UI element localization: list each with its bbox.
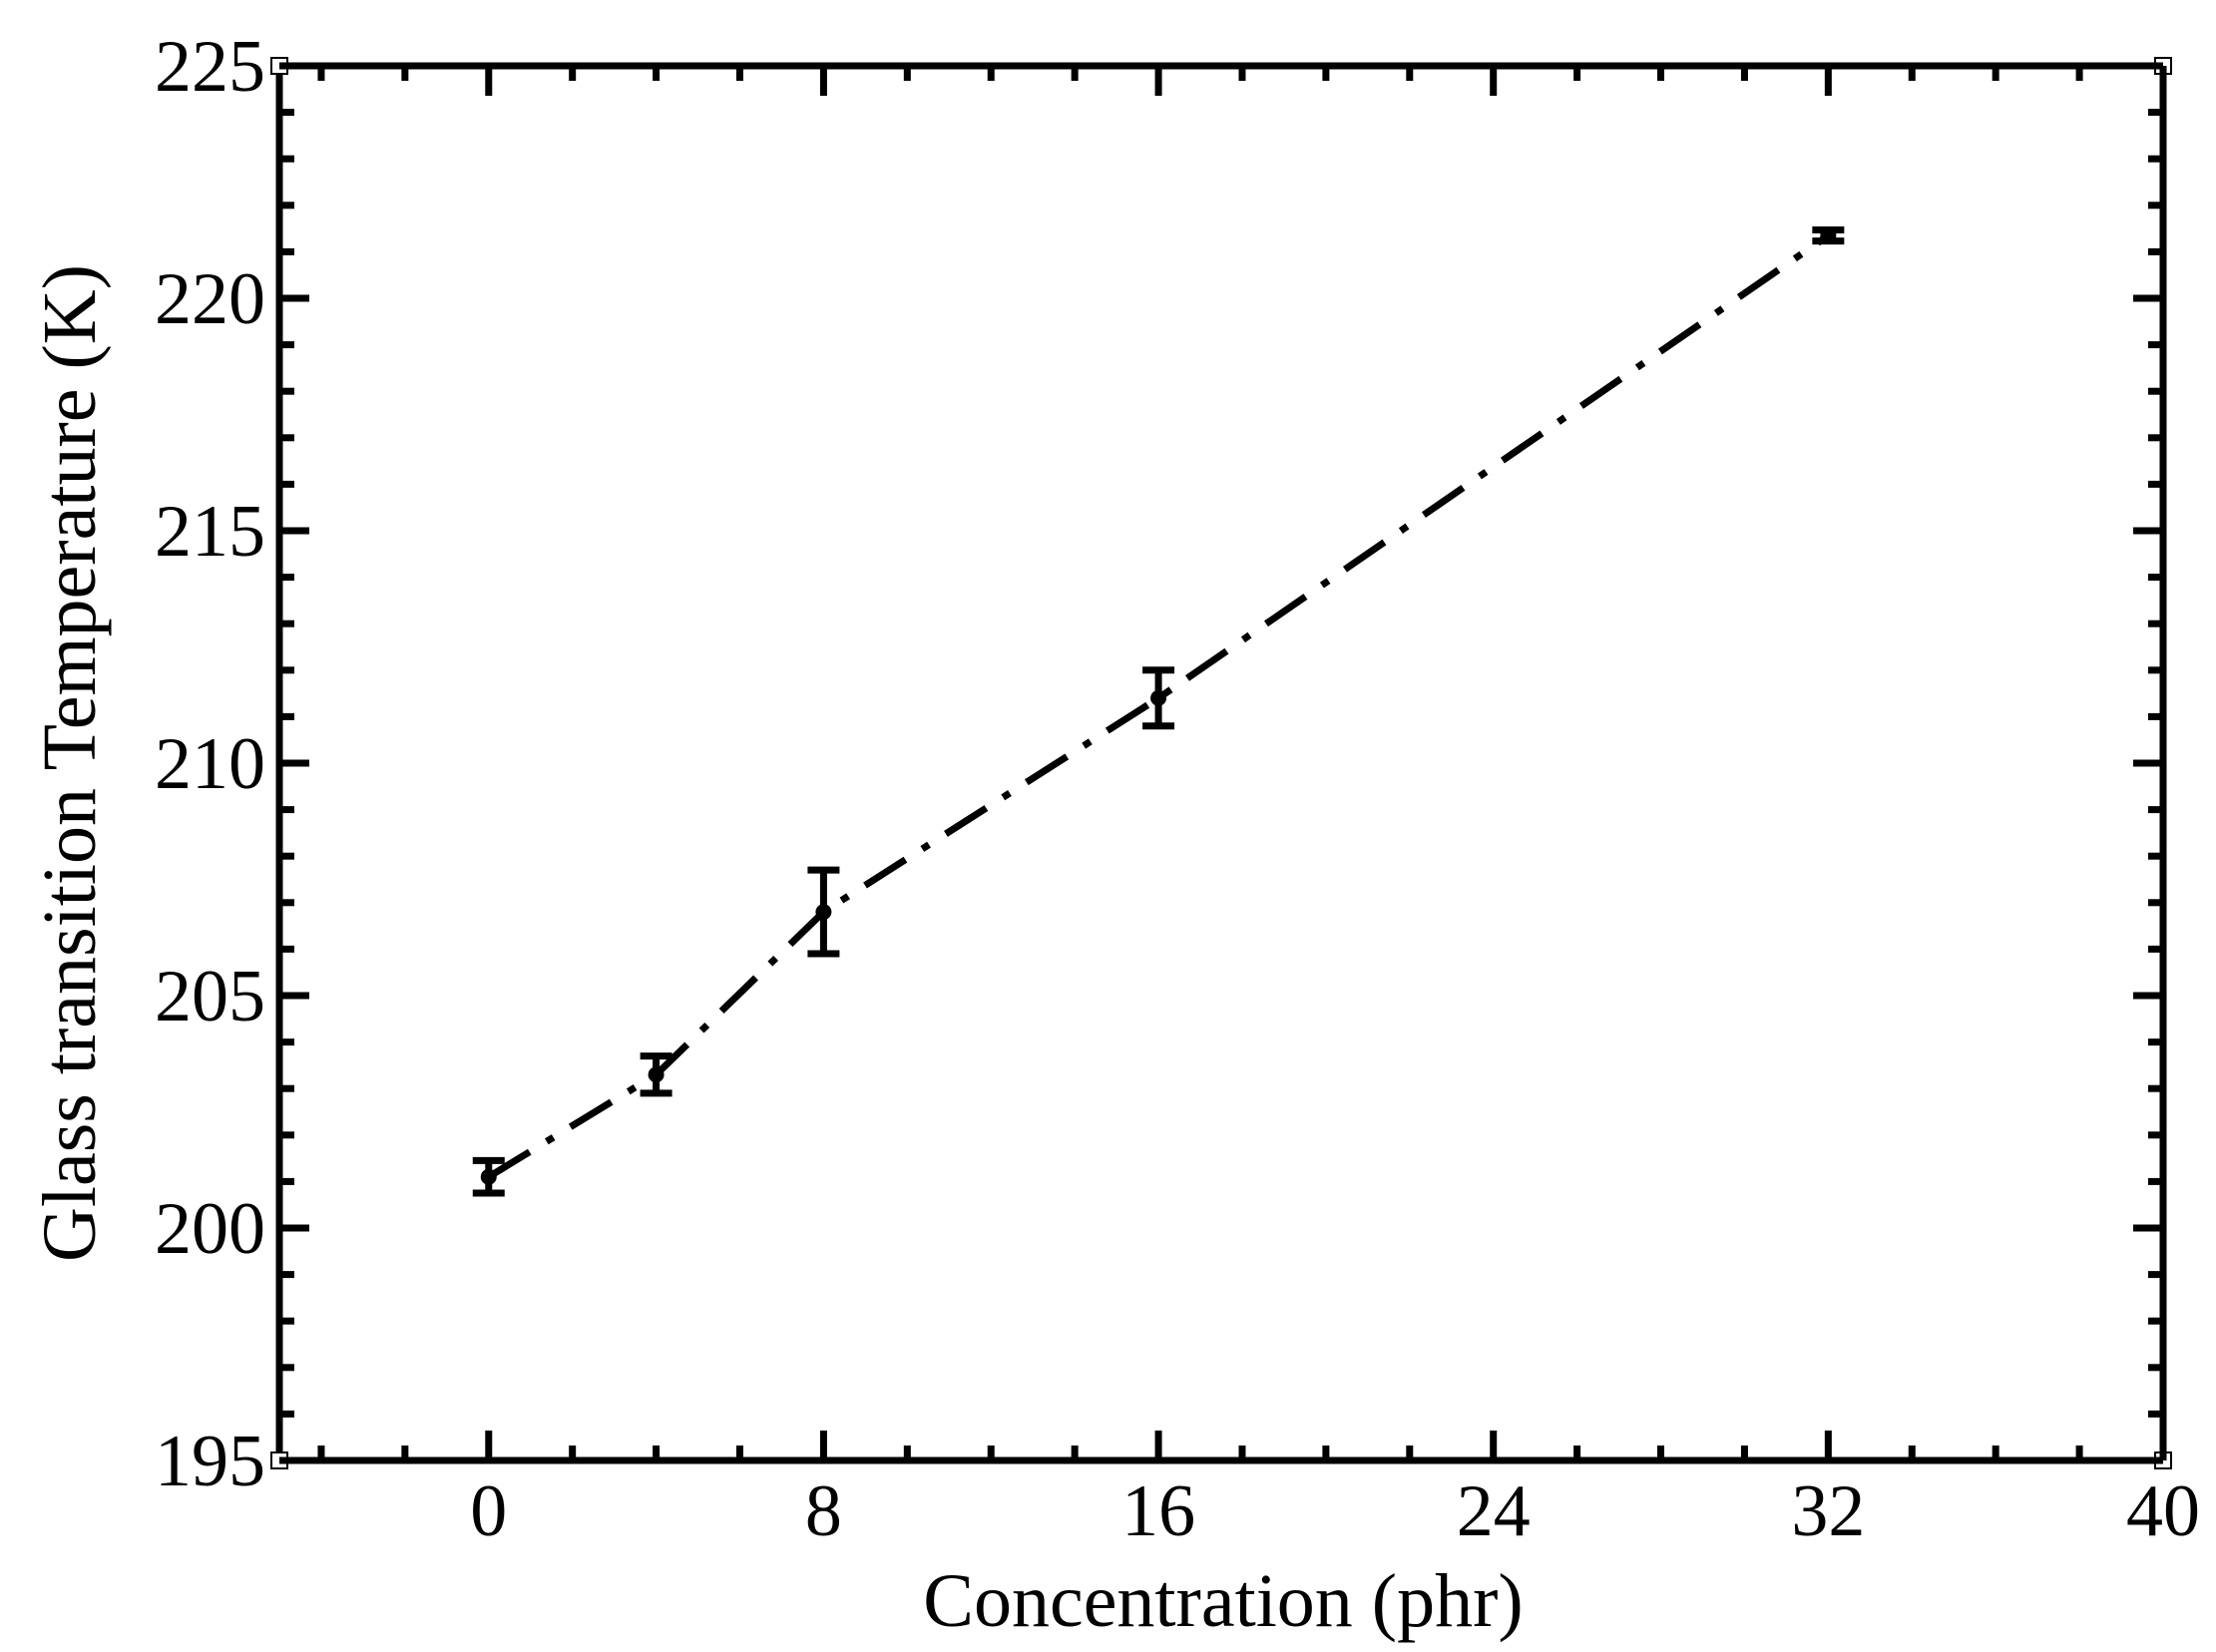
y-tick-label: 195	[155, 1421, 265, 1502]
data-point	[480, 1168, 497, 1185]
y-tick-label: 215	[155, 491, 265, 573]
x-tick-label: 40	[2126, 1470, 2200, 1552]
x-tick-label: 24	[1457, 1470, 1531, 1552]
x-tick-label: 0	[470, 1470, 507, 1552]
x-axis-title: Concentration (phr)	[923, 1559, 1523, 1643]
y-axis-title: Glass transition Temperature (K)	[28, 264, 112, 1262]
data-point	[1150, 689, 1167, 706]
data-point	[1820, 227, 1837, 244]
ticks-layer	[279, 62, 2167, 1464]
y-tick-label: 210	[155, 723, 265, 805]
y-tick-label: 205	[155, 956, 265, 1037]
y-tick-label: 220	[155, 258, 265, 340]
data-layer	[472, 225, 1845, 1197]
axes-layer	[270, 57, 2172, 1469]
x-tick-label: 16	[1121, 1470, 1195, 1552]
y-tick-label: 200	[155, 1188, 265, 1270]
labels-layer: 0 8 16 24 32 40 195 200 205 210 215 220 225	[155, 26, 2200, 1552]
data-point	[815, 904, 832, 921]
data-point	[648, 1066, 665, 1083]
x-tick-label: 32	[1791, 1470, 1865, 1552]
plot-frame	[275, 62, 2167, 1464]
x-tick-label: 8	[805, 1470, 842, 1552]
y-tick-label: 225	[155, 26, 265, 108]
